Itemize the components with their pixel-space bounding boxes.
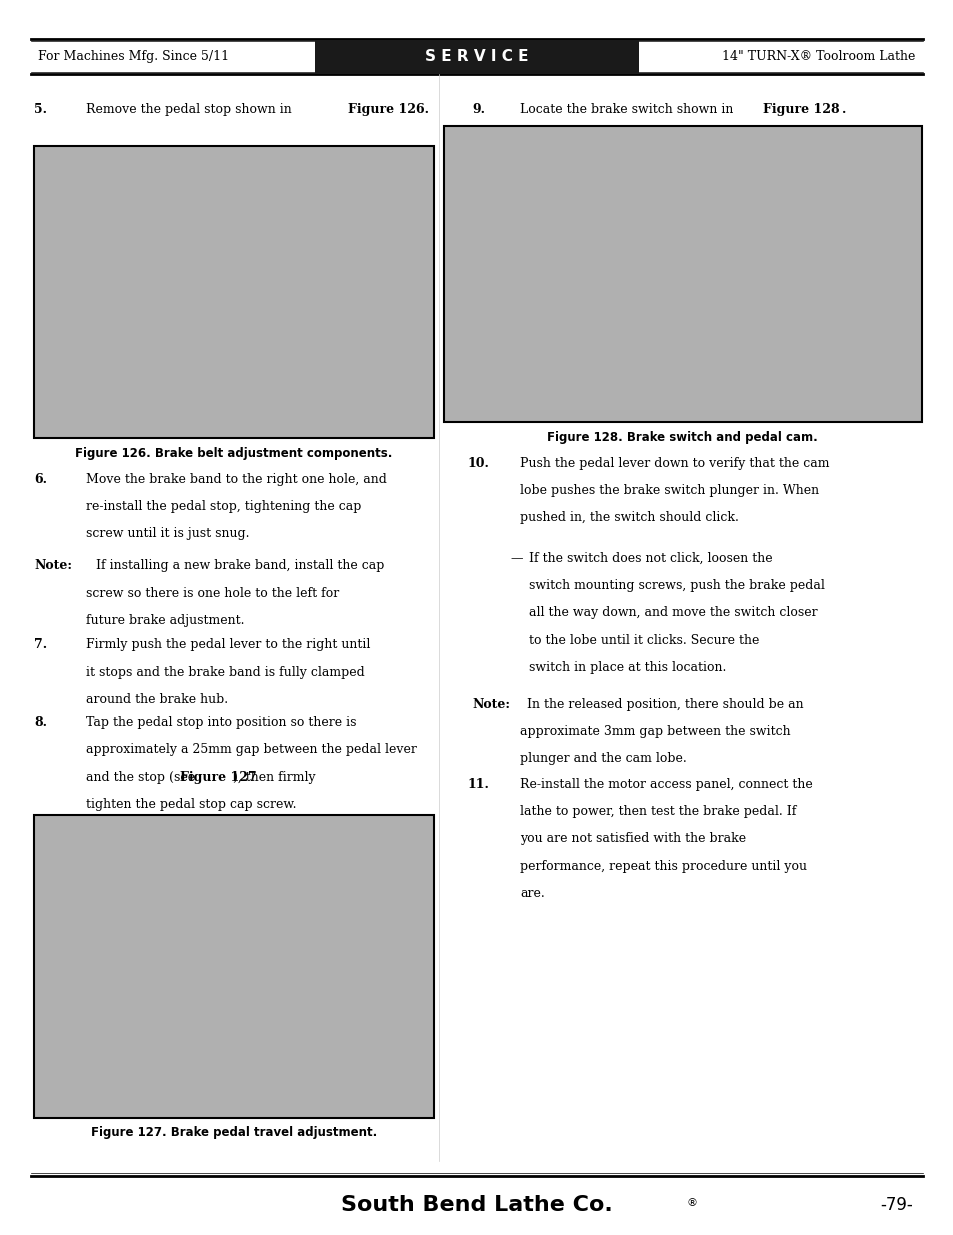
Bar [34,815,434,1118]
Text: In the released position, there should be an: In the released position, there should b… [526,698,802,711]
Text: Push the pedal lever down to verify that the cam: Push the pedal lever down to verify that… [519,457,828,471]
Text: pushed in, the switch should click.: pushed in, the switch should click. [519,511,738,525]
Bar [447,130,917,419]
Text: 11.: 11. [467,778,489,792]
Text: and the stop (see: and the stop (see [86,771,199,784]
Text: screw so there is one hole to the left for: screw so there is one hole to the left f… [86,587,338,600]
Bar [38,819,430,1114]
Text: switch mounting screws, push the brake pedal: switch mounting screws, push the brake p… [529,579,824,593]
Text: performance, repeat this procedure until you: performance, repeat this procedure until… [519,860,806,873]
Text: 8.: 8. [34,716,48,730]
Text: lobe pushes the brake switch plunger in. When: lobe pushes the brake switch plunger in.… [519,484,819,498]
Text: future brake adjustment.: future brake adjustment. [86,614,244,627]
Text: S E R V I C E: S E R V I C E [425,48,528,64]
Text: Figure 128: Figure 128 [762,103,839,116]
Text: all the way down, and move the switch closer: all the way down, and move the switch cl… [529,606,818,620]
Text: 9.: 9. [472,103,485,116]
Text: re-install the pedal stop, tightening the cap: re-install the pedal stop, tightening th… [86,500,361,514]
Text: Figure 126. Brake belt adjustment components.: Figure 126. Brake belt adjustment compon… [75,447,392,461]
Text: ), then firmly: ), then firmly [233,771,315,784]
Text: For Machines Mfg. Since 5/11: For Machines Mfg. Since 5/11 [38,49,229,63]
Text: switch in place at this location.: switch in place at this location. [529,661,726,674]
Text: Tap the pedal stop into position so there is: Tap the pedal stop into position so ther… [86,716,356,730]
Text: Re-install the motor access panel, connect the: Re-install the motor access panel, conne… [519,778,812,792]
Text: 14" TURN-X® Toolroom Lathe: 14" TURN-X® Toolroom Lathe [721,49,915,63]
Text: Note:: Note: [472,698,510,711]
Text: tighten the pedal stop cap screw.: tighten the pedal stop cap screw. [86,798,296,811]
Text: lathe to power, then test the brake pedal. If: lathe to power, then test the brake peda… [519,805,796,819]
Text: Firmly push the pedal lever to the right until: Firmly push the pedal lever to the right… [86,638,370,652]
Text: Note:: Note: [34,559,72,573]
Bar [314,40,639,73]
Text: Locate the brake switch shown in: Locate the brake switch shown in [519,103,737,116]
Bar [443,126,921,422]
Text: Figure 126.: Figure 126. [348,103,429,116]
Text: ®: ® [686,1198,698,1208]
Text: Figure 127. Brake pedal travel adjustment.: Figure 127. Brake pedal travel adjustmen… [91,1126,376,1140]
Text: it stops and the brake band is fully clamped: it stops and the brake band is fully cla… [86,666,364,679]
Text: approximately a 25mm gap between the pedal lever: approximately a 25mm gap between the ped… [86,743,416,757]
Text: Figure 127: Figure 127 [180,771,256,784]
Text: are.: are. [519,887,544,900]
Text: 7.: 7. [34,638,48,652]
Text: 5.: 5. [34,103,48,116]
Text: Remove the pedal stop shown in: Remove the pedal stop shown in [86,103,295,116]
Text: screw until it is just snug.: screw until it is just snug. [86,527,249,541]
Bar [34,146,434,438]
Text: to the lobe until it clicks. Secure the: to the lobe until it clicks. Secure the [529,634,759,647]
Bar [38,149,430,435]
Text: you are not satisfied with the brake: you are not satisfied with the brake [519,832,745,846]
Text: around the brake hub.: around the brake hub. [86,693,228,706]
Text: Move the brake band to the right one hole, and: Move the brake band to the right one hol… [86,473,386,487]
Text: If the switch does not click, loosen the: If the switch does not click, loosen the [529,552,772,566]
Text: Figure 128. Brake switch and pedal cam.: Figure 128. Brake switch and pedal cam. [546,431,817,445]
Text: —: — [510,552,522,566]
Text: -79-: -79- [880,1197,912,1214]
Text: plunger and the cam lobe.: plunger and the cam lobe. [519,752,686,766]
Text: South Bend Lathe Co.: South Bend Lathe Co. [341,1195,612,1215]
Text: 10.: 10. [467,457,489,471]
Text: .: . [841,103,846,116]
Text: If installing a new brake band, install the cap: If installing a new brake band, install … [96,559,384,573]
Text: approximate 3mm gap between the switch: approximate 3mm gap between the switch [519,725,790,739]
Text: 6.: 6. [34,473,48,487]
